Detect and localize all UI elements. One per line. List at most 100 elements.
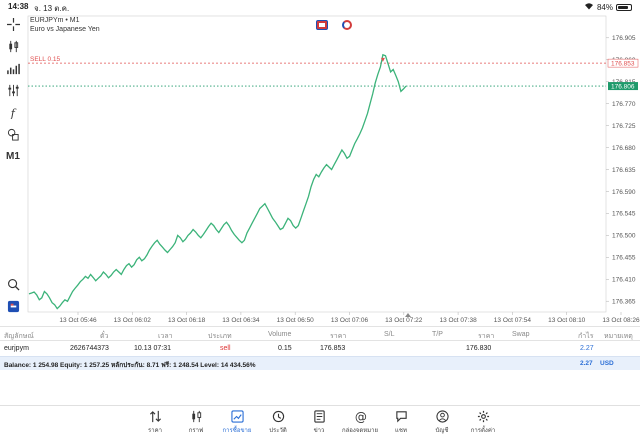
position-row[interactable]: eurjpym 2626744373 10.13 07:31 sell 0.15… [0,340,640,356]
price-axis-label: 176.365 [612,299,636,306]
col-header-tp: T/P [432,331,443,338]
chart-header-icons [316,20,352,30]
crosshair-icon[interactable] [5,16,21,32]
trade-panel-icon[interactable] [316,20,328,30]
nav-settings-label: การตั้งค่า [470,428,496,434]
nav-quotes[interactable]: ราคา [135,410,175,435]
chart-frame [27,15,607,313]
col-header-sl: S/L [384,331,395,338]
col-header-volume: Volume [268,331,292,338]
nav-quotes-label: ราคา [148,428,162,434]
price-chart[interactable]: 176.905176.860176.815176.770176.725176.6… [26,14,640,326]
positions-header-row: สัญลักษณ์ ตั๋ว เวลา ประเภท Volume ราคา S… [0,326,640,340]
col-header-time: เวลา [158,333,173,340]
status-time: 14:38 [8,2,29,11]
chart-toolbar: f M1 [0,14,26,314]
price-axis-label: 176.635 [612,167,636,174]
nav-history[interactable]: ประวัติ [258,410,298,435]
status-right: 84% [584,2,632,12]
sell-price-tag [607,58,639,68]
col-header-swap: Swap [512,331,530,338]
time-axis-label: 13 Oct 07:06 [331,317,369,324]
wifi-icon [584,2,594,12]
nav-history-label: ประวัติ [269,428,287,434]
chart-shift-marker [405,313,411,317]
nav-trade[interactable]: การซื้อขาย [217,410,257,435]
balance-row: Balance: 1 254.98 Equity: 1 257.25 หลักป… [0,356,640,370]
col-header-type: ประเภท [208,333,232,340]
sell-position-label: SELL 0.15 [30,56,61,63]
time-axis-label: 13 Oct 08:26 [602,317,640,324]
news-icon [313,410,325,423]
positions-panel: สัญลักษณ์ ตั๋ว เวลา ประเภท Volume ราคา S… [0,326,640,370]
nav-charts[interactable]: กราฟ [176,410,216,435]
settings-gear-icon [477,410,489,423]
history-icon [272,410,284,423]
col-header-open-price: ราคา [330,333,347,340]
chart-grid [27,15,622,315]
time-axis-label: 13 Oct 06:50 [277,317,315,324]
nav-trade-label: การซื้อขาย [222,428,252,434]
battery-fill [618,5,629,9]
nav-news-label: ข่าว [313,428,325,434]
col-header-price: ราคา [478,333,495,340]
position-time: 10.13 07:31 [134,345,171,352]
balance-summary: Balance: 1 254.98 Equity: 1 257.25 หลักป… [4,362,256,369]
objects-shapes-icon[interactable] [5,126,21,142]
nav-account-label: บัญชี [435,428,449,434]
account-currency: USD [600,360,614,367]
position-type: sell [220,345,231,352]
time-axis-label: 13 Oct 06:34 [222,317,260,324]
bottom-navigation: ราคา กราฟ การซื้อขาย ประวัติ ข่าว @ กล่อ… [0,405,640,447]
position-profit: 2.27 [580,345,594,352]
price-axis-label: 176.410 [612,277,636,284]
total-profit: 2.27 [580,360,593,367]
price-axis-label: 176.500 [612,233,636,240]
mail-at-icon: @ [354,410,366,423]
candles-icon [191,410,201,423]
nav-account[interactable]: บัญชี [422,410,462,435]
svg-text:f: f [9,107,16,119]
battery-percent: 84% [596,2,613,12]
zoom-search-icon[interactable] [5,276,21,292]
volume-bars-icon[interactable] [5,60,21,76]
price-axis-label: 176.770 [612,101,636,108]
current-price-tag [608,82,638,91]
position-ticket: 2626744373 [70,345,109,352]
timeframe-button[interactable]: M1 [6,150,20,162]
time-axis-label: 13 Oct 06:18 [168,317,206,324]
nav-chat[interactable]: แชท [381,410,421,435]
position-open-price: 176.853 [320,345,346,352]
price-axis-label: 176.905 [612,35,636,42]
nav-news[interactable]: ข่าว [299,410,339,435]
chart-symbol: EURJPYm • M1 [30,17,80,24]
candlestick-type-icon[interactable] [5,38,21,54]
quotes-icon [149,410,161,423]
current-price-tag-text: 176.806 [611,83,635,90]
chart-title-block: EURJPYm • M1 Euro vs Japanese Yen [30,16,100,34]
time-axis-label: 13 Oct 05:46 [59,317,97,324]
nav-charts-label: กราฟ [188,428,204,434]
one-click-trading-icon[interactable] [5,298,21,314]
refresh-icon[interactable] [342,20,352,30]
battery-icon [616,3,632,11]
chart-canvas[interactable]: 176.905176.860176.815176.770176.725176.6… [26,14,640,326]
time-axis-label: 13 Oct 08:10 [548,317,586,324]
nav-mailbox-label: กล่องจดหมาย [341,428,379,434]
time-axis-label: 13 Oct 07:38 [439,317,477,324]
trade-chart-icon [230,410,244,423]
nav-mailbox[interactable]: @ กล่องจดหมาย [340,410,380,435]
function-icon[interactable]: f [5,104,21,120]
sell-price-tag-text: 176.853 [611,60,635,67]
nav-settings[interactable]: การตั้งค่า [463,410,503,435]
price-axis: 176.905176.860176.815176.770176.725176.6… [612,35,636,306]
price-axis-label: 176.680 [612,145,636,152]
indicator-settings-icon[interactable] [5,82,21,98]
price-series-line [28,53,407,310]
price-axis-label: 176.455 [612,255,636,262]
svg-text:@: @ [354,410,366,423]
col-header-symbol: สัญลักษณ์ [4,333,34,340]
time-axis: 13 Oct 05:46 13 Oct 06:02 13 Oct 06:18 13 O… [59,317,640,324]
col-header-profit: กำไร [578,333,594,340]
position-symbol: eurjpym [4,345,29,352]
